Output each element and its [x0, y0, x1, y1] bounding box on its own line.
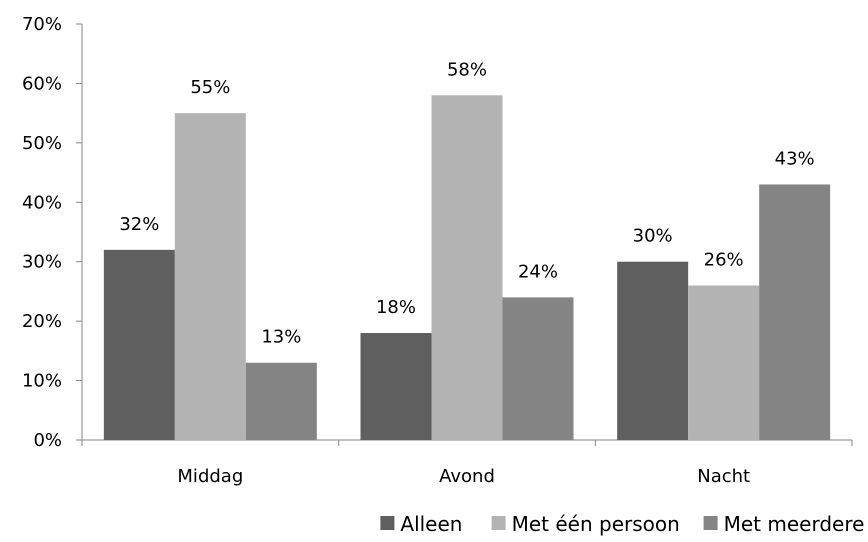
bar [502, 297, 574, 440]
y-tick-label: 30% [22, 252, 62, 273]
bar [174, 113, 246, 441]
bar [617, 261, 689, 440]
legend-label: Met meerdere [724, 512, 865, 536]
x-axis: Middag Avond Nacht [81, 439, 853, 487]
data-labels: 32% 55% 13% 18% 58% 24% 30% 26% 43% [119, 59, 814, 347]
y-tick-label: 40% [22, 192, 62, 213]
bar [759, 184, 831, 440]
bars [103, 95, 831, 441]
bar [360, 333, 432, 440]
legend-label: Met één persoon [512, 512, 680, 536]
y-tick-label: 0% [33, 430, 62, 451]
bar [431, 95, 503, 441]
data-label: 32% [119, 214, 159, 235]
legend-label: Alleen [400, 512, 462, 536]
data-label: 55% [190, 77, 230, 98]
y-tick-label: 60% [22, 73, 62, 94]
category-label: Avond [439, 466, 495, 487]
data-label: 43% [775, 148, 815, 169]
y-tick-label: 70% [22, 14, 62, 35]
legend-swatch [380, 516, 395, 530]
legend-swatch [491, 516, 506, 530]
y-tick-label: 10% [22, 371, 62, 392]
category-label: Nacht [697, 466, 750, 487]
legend: Alleen Met één persoon Met meerdere [380, 512, 864, 536]
data-label: 26% [704, 249, 744, 270]
data-label: 24% [518, 261, 558, 282]
data-label: 30% [633, 226, 673, 247]
category-label: Middag [177, 466, 243, 487]
data-label: 13% [261, 327, 301, 348]
bar [103, 249, 175, 440]
data-label: 58% [447, 59, 487, 80]
bar [688, 285, 760, 440]
y-axis: 0% 10% 20% 30% 40% 50% 60% 70% [22, 14, 83, 451]
bar [245, 362, 317, 440]
legend-swatch [703, 516, 718, 530]
y-tick-label: 20% [22, 311, 62, 332]
y-tick-label: 50% [22, 133, 62, 154]
data-label: 18% [376, 297, 416, 318]
